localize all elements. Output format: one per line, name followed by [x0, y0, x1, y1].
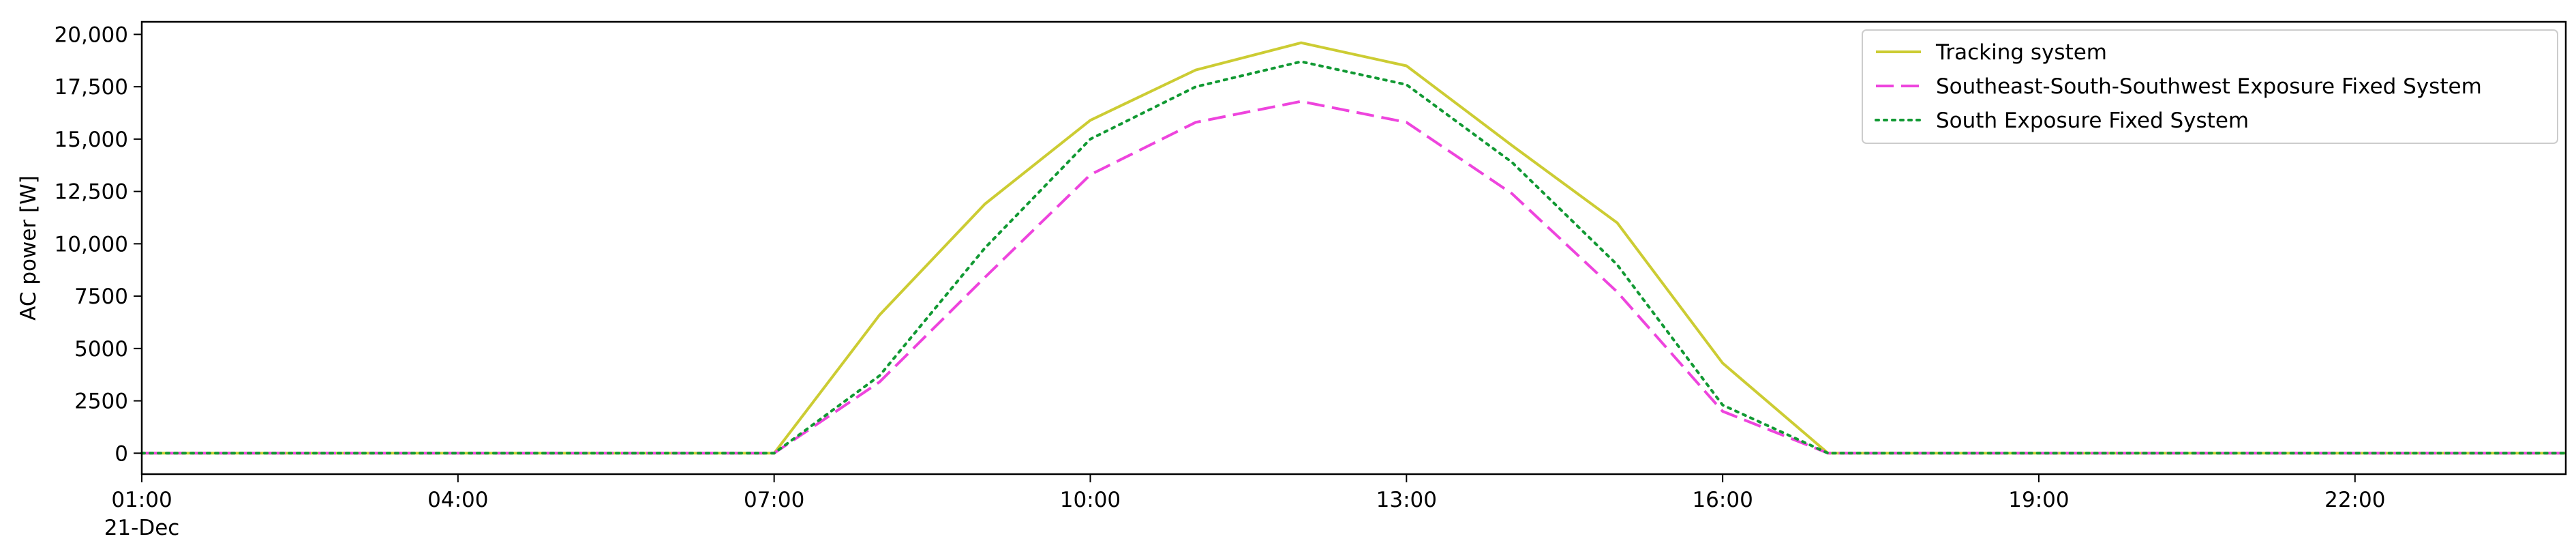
series-layer	[140, 41, 2567, 455]
x-tick-label: 19:00	[2008, 488, 2069, 512]
x-tick-label: 22:00	[2324, 488, 2385, 512]
legend-box	[1862, 29, 2558, 144]
y-tick-label: 12,500	[55, 180, 128, 205]
x-date-label: 21-Dec	[104, 516, 180, 540]
y-tick-label: 20,000	[55, 23, 128, 47]
y-tick-label: 17,500	[55, 75, 128, 100]
y-tick-label: 7500	[74, 284, 128, 309]
y-tick-label: 5000	[74, 337, 128, 362]
x-tick-label: 13:00	[1376, 488, 1437, 512]
x-tick-label: 10:00	[1060, 488, 1121, 512]
series-line-3	[140, 60, 2567, 455]
x-tick-label: 07:00	[744, 488, 804, 512]
y-tick-label: 0	[115, 441, 128, 466]
legend: Tracking system Southeast-South-Southwest…	[1862, 29, 2558, 144]
axes-layer: 0 2500 5000 7500 10,000 12,500 15,000 17,500 20,…	[55, 23, 2386, 540]
y-axis-label: AC power [W]	[16, 175, 41, 321]
legend-label: Tracking system	[1935, 40, 2107, 65]
legend-label: Southeast-South-Southwest Exposure Fixed…	[1936, 74, 2482, 99]
y-tick-label: 10,000	[55, 232, 128, 257]
y-tick-label: 15,000	[55, 128, 128, 152]
x-tick-label: 01:00	[111, 488, 172, 512]
plot-frame	[140, 20, 2567, 475]
legend-label: South Exposure Fixed System	[1936, 108, 2249, 133]
series-line-2	[142, 100, 2566, 455]
y-tick-label: 2500	[74, 390, 128, 414]
x-tick-label: 16:00	[1692, 488, 1753, 512]
x-tick-label: 04:00	[427, 488, 488, 512]
